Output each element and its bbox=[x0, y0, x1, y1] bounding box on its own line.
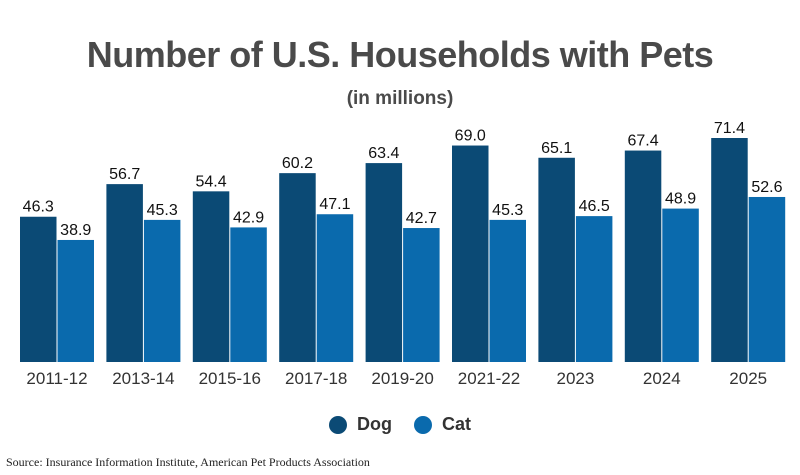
data-label-cat-2013-14: 45.3 bbox=[147, 202, 178, 219]
data-label-cat-2021-22: 45.3 bbox=[492, 202, 523, 219]
data-label-cat-2019-20: 42.7 bbox=[406, 210, 437, 227]
x-tick-label-2015-16: 2015-16 bbox=[199, 369, 261, 388]
x-tick-label-2011-12: 2011-12 bbox=[26, 369, 87, 388]
bar-cat-2017-18 bbox=[316, 214, 354, 362]
source-note: Source: Insurance Information Institute,… bbox=[6, 455, 370, 469]
bar-dog-2021-22 bbox=[452, 145, 489, 362]
data-label-dog-2021-22: 69.0 bbox=[455, 128, 486, 145]
chart-title: Number of U.S. Households with Pets bbox=[86, 34, 714, 75]
data-label-cat-2024: 48.9 bbox=[665, 191, 696, 208]
data-label-cat-2025: 52.6 bbox=[751, 179, 782, 196]
bar-cat-2011-12 bbox=[57, 239, 94, 362]
legend-swatch-cat bbox=[413, 415, 432, 434]
data-label-cat-2017-18: 47.1 bbox=[319, 196, 350, 213]
bar-cat-2021-22 bbox=[489, 219, 526, 362]
legend-label-cat: Cat bbox=[441, 414, 471, 434]
x-tick-label-2019-20: 2019-20 bbox=[371, 369, 433, 388]
bar-cat-2023 bbox=[575, 216, 613, 362]
bar-cat-2019-20 bbox=[403, 228, 440, 362]
x-tick-label-2021-22: 2021-22 bbox=[458, 369, 520, 388]
data-label-dog-2023: 65.1 bbox=[541, 140, 572, 157]
data-label-dog-2013-14: 56.7 bbox=[109, 166, 140, 183]
x-tick-label-2023: 2023 bbox=[556, 369, 594, 388]
bar-dog-2013-14 bbox=[106, 184, 143, 362]
data-label-dog-2024: 67.4 bbox=[627, 133, 658, 150]
bar-dog-2024 bbox=[624, 150, 662, 362]
bar-cat-2015-16 bbox=[230, 227, 267, 362]
legend-swatch-dog bbox=[328, 415, 347, 434]
bar-dog-2011-12 bbox=[20, 216, 57, 362]
bar-cat-2013-14 bbox=[143, 219, 181, 362]
data-label-dog-2015-16: 54.4 bbox=[195, 173, 226, 190]
data-label-dog-2025: 71.4 bbox=[714, 120, 745, 137]
data-label-dog-2017-18: 60.2 bbox=[282, 155, 313, 172]
chart-subtitle: (in millions) bbox=[346, 88, 454, 109]
bar-cat-2024 bbox=[662, 208, 699, 362]
x-tick-label-2013-14: 2013-14 bbox=[112, 369, 174, 388]
x-tick-label-2025: 2025 bbox=[729, 369, 767, 388]
legend-item-dog: Dog bbox=[328, 414, 392, 435]
bar-dog-2023 bbox=[538, 157, 575, 362]
data-label-dog-2019-20: 63.4 bbox=[368, 145, 399, 162]
bar-dog-2017-18 bbox=[279, 173, 316, 362]
x-tick-label-2017-18: 2017-18 bbox=[285, 369, 347, 388]
bar-cat-2025 bbox=[748, 196, 786, 362]
chart-legend: Dog Cat bbox=[0, 414, 800, 435]
bar-dog-2019-20 bbox=[365, 163, 403, 362]
data-label-cat-2023: 46.5 bbox=[579, 198, 610, 215]
legend-label-dog: Dog bbox=[356, 414, 392, 434]
x-tick-label-2024: 2024 bbox=[643, 369, 681, 388]
bar-dog-2015-16 bbox=[192, 191, 230, 362]
data-label-cat-2011-12: 38.9 bbox=[60, 222, 91, 239]
data-label-dog-2011-12: 46.3 bbox=[23, 199, 54, 216]
data-label-cat-2015-16: 42.9 bbox=[233, 209, 264, 226]
legend-item-cat: Cat bbox=[413, 414, 471, 435]
bar-dog-2025 bbox=[711, 138, 748, 362]
